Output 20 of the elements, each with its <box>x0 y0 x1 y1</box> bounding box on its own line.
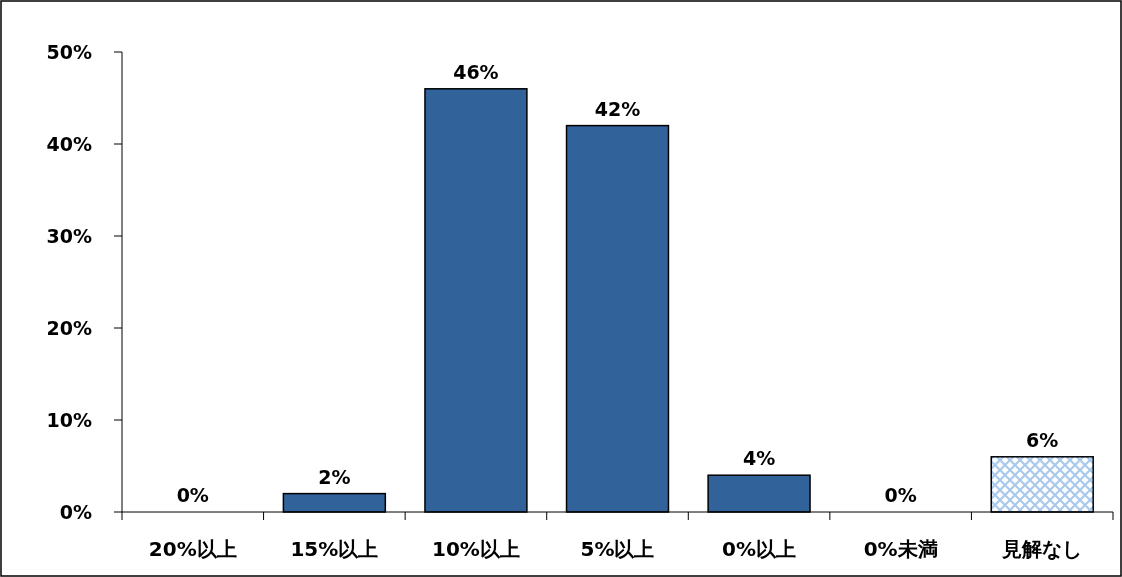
y-tick-label: 20% <box>46 317 92 339</box>
x-tick-label: 20%以上 <box>148 537 237 561</box>
x-tick-label: 15%以上 <box>290 537 379 561</box>
x-tick-label: 0%未満 <box>863 537 938 561</box>
x-tick-label: 5%以上 <box>580 537 655 561</box>
x-tick-label: 0%以上 <box>722 537 797 561</box>
data-label: 6% <box>1026 428 1059 451</box>
y-tick-label: 10% <box>46 409 92 431</box>
data-label: 2% <box>318 465 351 488</box>
y-tick-label: 40% <box>46 133 92 155</box>
data-label: 42% <box>594 97 641 120</box>
y-tick-label: 30% <box>46 225 92 247</box>
x-tick-label: 10%以上 <box>431 537 520 561</box>
data-label: 0% <box>176 484 209 506</box>
data-label: 0% <box>884 484 917 506</box>
x-tick-label: 見解なし <box>1001 537 1083 561</box>
y-tick-label: 50% <box>46 41 92 63</box>
y-tick-label: 0% <box>59 501 92 523</box>
data-label: 4% <box>742 447 776 470</box>
data-label: 46% <box>453 60 499 83</box>
